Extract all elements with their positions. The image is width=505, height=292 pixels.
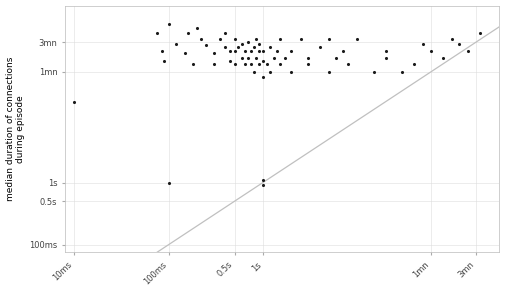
Point	[263, 62, 271, 67]
Point	[455, 41, 463, 46]
Point	[226, 49, 234, 53]
Point	[250, 69, 258, 74]
Point	[448, 37, 456, 42]
Point	[250, 45, 258, 50]
Point	[339, 49, 347, 53]
Point	[476, 31, 484, 36]
Point	[382, 56, 390, 60]
Point	[230, 37, 238, 42]
Point	[234, 45, 242, 50]
Point	[325, 37, 333, 42]
Y-axis label: median duration of connections
during episode: median duration of connections during ep…	[6, 57, 25, 201]
Point	[267, 45, 275, 50]
Point	[202, 43, 210, 48]
Point	[160, 59, 168, 63]
Point	[244, 40, 252, 45]
Point	[296, 37, 305, 42]
Point	[276, 62, 284, 67]
Point	[172, 41, 180, 46]
Point	[344, 62, 352, 67]
Point	[230, 62, 238, 67]
Point	[153, 31, 161, 36]
Point	[165, 22, 173, 27]
Point	[259, 183, 267, 188]
Point	[370, 69, 378, 74]
Point	[281, 56, 289, 60]
Point	[332, 56, 340, 60]
Point	[255, 62, 263, 67]
Point	[287, 69, 295, 74]
Point	[238, 41, 246, 46]
Point	[273, 49, 281, 53]
Point	[276, 37, 284, 42]
Point	[255, 49, 263, 53]
Point	[398, 69, 407, 74]
Point	[419, 41, 427, 46]
Point	[259, 59, 267, 63]
Point	[287, 49, 295, 53]
Point	[184, 31, 192, 36]
Point	[259, 49, 267, 53]
Point	[188, 62, 196, 67]
Point	[267, 69, 275, 74]
Point	[259, 178, 267, 182]
Point	[270, 56, 278, 60]
Point	[304, 62, 312, 67]
Point	[438, 56, 446, 60]
Point	[247, 62, 255, 67]
Point	[181, 51, 189, 55]
Point	[210, 51, 218, 55]
Point	[464, 49, 472, 53]
Point	[241, 62, 249, 67]
Point	[241, 49, 249, 53]
Point	[226, 59, 234, 63]
Point	[316, 45, 324, 50]
Point	[382, 49, 390, 53]
Point	[255, 41, 263, 46]
Point	[427, 49, 435, 53]
Point	[304, 56, 312, 60]
Point	[193, 26, 201, 31]
Point	[221, 45, 229, 50]
Point	[210, 62, 218, 67]
Point	[259, 74, 267, 79]
Point	[247, 49, 255, 53]
Point	[354, 37, 362, 42]
Point	[325, 69, 333, 74]
Point	[158, 49, 166, 53]
Point	[230, 49, 238, 53]
Point	[216, 37, 224, 42]
Point	[238, 56, 246, 60]
Point	[252, 37, 261, 42]
Point	[252, 56, 261, 60]
Point	[221, 31, 229, 36]
Point	[70, 99, 78, 104]
Point	[197, 37, 205, 42]
Point	[244, 56, 252, 60]
Point	[165, 180, 173, 185]
Point	[410, 62, 418, 67]
